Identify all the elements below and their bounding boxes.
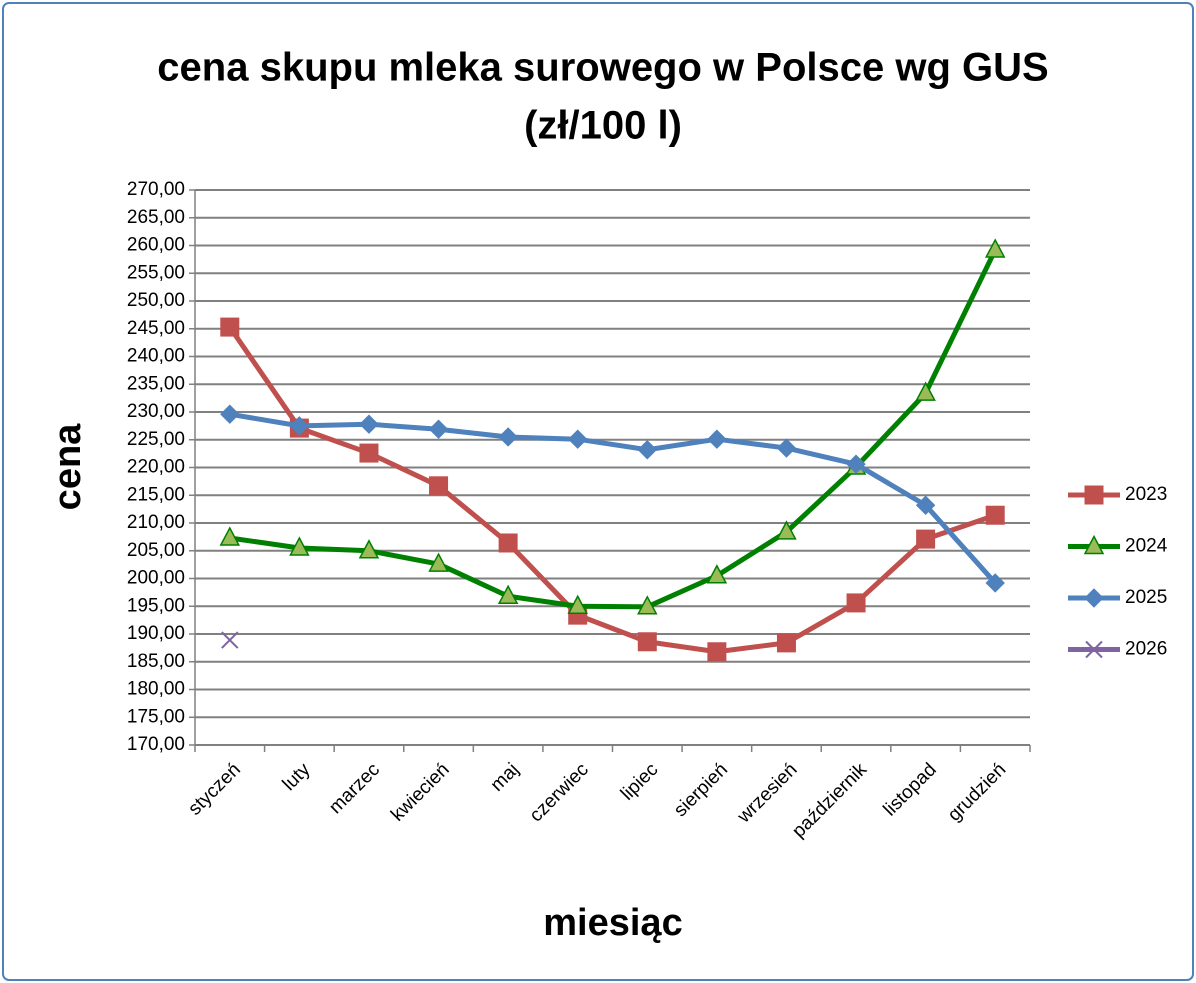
marker: [1083, 534, 1105, 555]
y-tick-label: 240,00: [127, 346, 185, 367]
marker: [707, 429, 727, 449]
marker: [289, 536, 310, 556]
marker: [221, 631, 239, 649]
y-tick-label: 230,00: [127, 401, 185, 422]
y-tick-label: 255,00: [127, 262, 185, 283]
y-tick-label: 200,00: [127, 568, 185, 589]
y-axis-title: cena: [47, 423, 89, 510]
marker: [428, 419, 449, 439]
y-tick-label: 175,00: [127, 706, 185, 727]
marker: [497, 584, 519, 605]
marker: [706, 564, 728, 584]
marker: [846, 454, 866, 474]
marker: [707, 642, 727, 662]
y-tick-label: 205,00: [127, 540, 185, 561]
marker: [776, 633, 796, 653]
y-tick-label: 185,00: [127, 651, 185, 672]
marker: [220, 404, 240, 424]
marker: [429, 476, 449, 496]
marker: [915, 495, 936, 515]
y-tick-label: 270,00: [127, 179, 185, 200]
marker: [358, 539, 380, 559]
series-line: [229, 248, 998, 610]
marker: [220, 317, 240, 337]
y-tick-label: 190,00: [127, 623, 185, 644]
marker: [985, 573, 1005, 593]
y-tick-label: 215,00: [127, 484, 185, 505]
marker: [289, 416, 310, 436]
y-tick-label: 235,00: [127, 373, 185, 394]
marker: [637, 595, 658, 615]
marker: [567, 594, 588, 614]
x-axis-title: miesiąc: [543, 902, 682, 944]
y-tick-label: 220,00: [127, 457, 185, 478]
marker: [428, 552, 449, 572]
marker: [637, 440, 657, 460]
marker: [846, 593, 866, 613]
y-tick-label: 260,00: [127, 235, 185, 256]
y-tick-label: 245,00: [127, 318, 185, 339]
marker: [359, 443, 379, 463]
marker: [568, 429, 588, 449]
series-line: [227, 325, 997, 655]
marker: [498, 427, 518, 447]
marker: [498, 533, 518, 553]
legend-label: 2026: [1125, 639, 1167, 660]
marker: [1084, 485, 1104, 505]
marker: [915, 381, 936, 401]
marker: [985, 505, 1005, 525]
marker: [776, 438, 797, 458]
marker: [637, 632, 657, 652]
marker: [916, 529, 936, 549]
legend-label: 2023: [1125, 484, 1167, 505]
marker: [984, 238, 1006, 258]
y-tick-label: 195,00: [127, 595, 185, 616]
marker: [359, 414, 379, 434]
legend-label: 2025: [1125, 587, 1167, 608]
marker: [1085, 640, 1103, 659]
y-tick-label: 225,00: [127, 429, 185, 450]
marker: [219, 526, 241, 546]
y-tick-label: 265,00: [127, 207, 185, 228]
marker: [776, 520, 797, 540]
y-tick-label: 250,00: [127, 290, 185, 311]
chart-subtitle: (zł/100 l): [524, 104, 682, 148]
y-tick-label: 170,00: [127, 734, 185, 755]
marker: [1084, 588, 1104, 608]
chart-title: cena skupu mleka surowego w Polsce wg GU…: [157, 46, 1048, 90]
y-tick-label: 180,00: [127, 679, 185, 700]
y-tick-label: 210,00: [127, 512, 185, 533]
legend-label: 2024: [1125, 536, 1168, 557]
series-line: [229, 411, 998, 585]
